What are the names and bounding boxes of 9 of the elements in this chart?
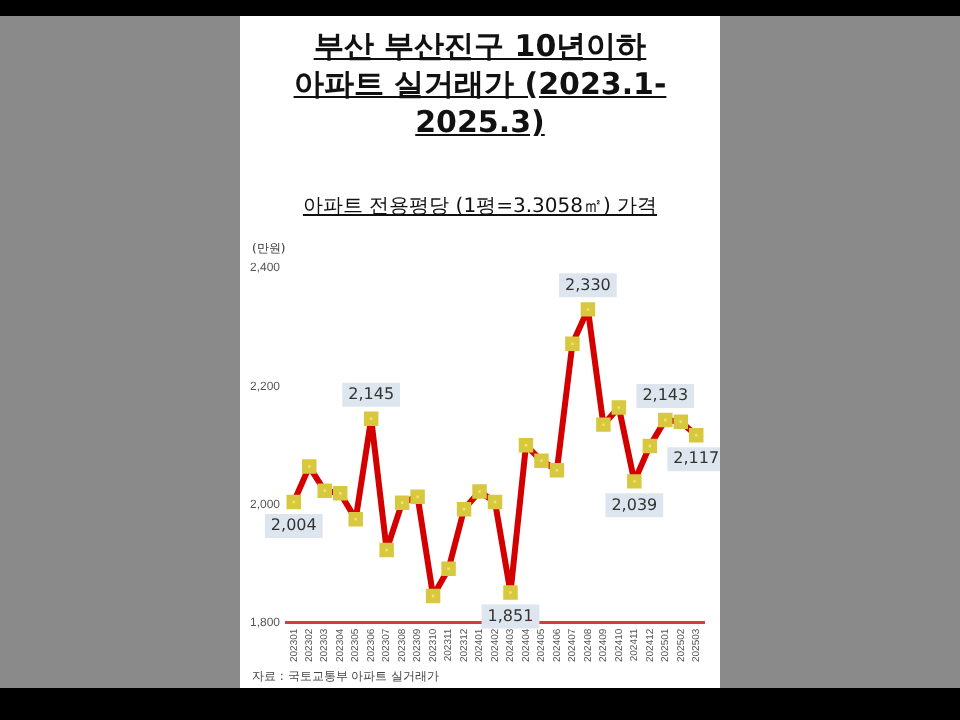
data-label: 2,039 [611,495,658,514]
data-label: 2,143 [642,386,689,405]
data-label: 1,851 [487,606,534,625]
data-label: 2,330 [564,275,611,294]
data-label: 2,117 [673,449,720,468]
chart-title: 부산 부산진구 10년이하 아파트 실거래가 (2023.1-2025.3) [291,28,669,142]
data-label: 2,004 [270,516,317,535]
data-label: 2,145 [348,384,395,403]
chart-subtitle: 아파트 전용평당 (1평=3.3058㎡) 가격 [300,194,660,220]
